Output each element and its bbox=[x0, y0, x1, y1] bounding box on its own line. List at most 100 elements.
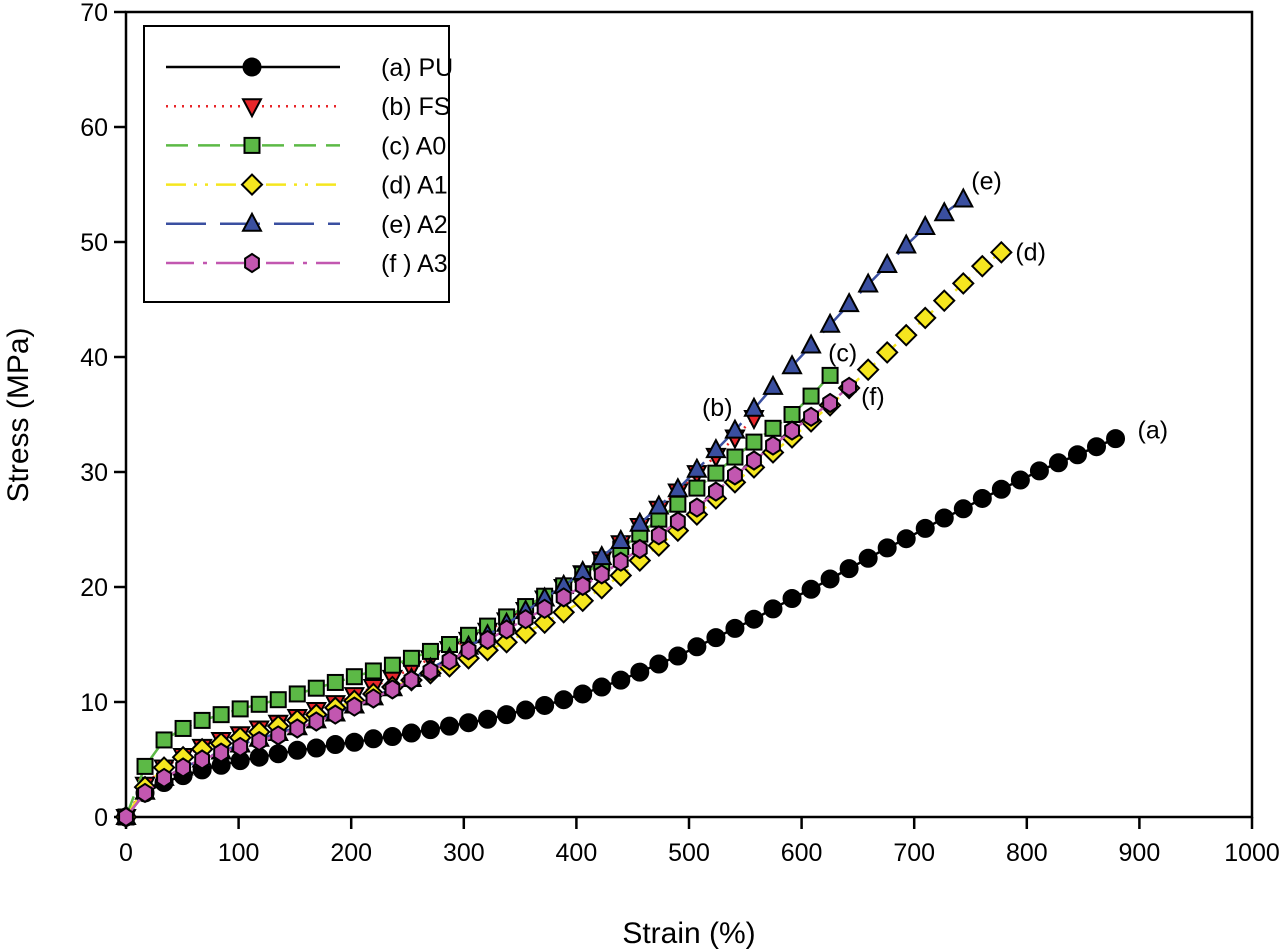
data-point bbox=[552, 600, 576, 624]
data-point bbox=[460, 640, 477, 661]
data-point bbox=[802, 387, 820, 405]
y-axis-ticks: 0 10 20 30 40 50 60 70 bbox=[80, 0, 126, 832]
data-point bbox=[327, 704, 344, 725]
data-point bbox=[668, 646, 688, 666]
data-point bbox=[989, 240, 1013, 264]
data-point bbox=[1106, 429, 1126, 449]
y-tick-label: 30 bbox=[80, 459, 108, 487]
x-tick-label: 200 bbox=[330, 839, 372, 867]
legend-label: (a) PU bbox=[381, 54, 453, 82]
data-point bbox=[287, 740, 307, 760]
data-point bbox=[669, 495, 687, 513]
data-point bbox=[650, 525, 667, 546]
data-point bbox=[175, 757, 191, 778]
data-point bbox=[932, 289, 956, 313]
data-point bbox=[498, 619, 515, 640]
data-point bbox=[610, 528, 632, 549]
series-annotation: (e) bbox=[971, 167, 1002, 195]
legend-marker-hexagon-icon bbox=[244, 252, 260, 274]
data-point bbox=[743, 396, 765, 417]
data-point bbox=[495, 630, 519, 654]
data-point bbox=[231, 700, 249, 718]
data-point bbox=[915, 518, 935, 538]
data-point bbox=[590, 576, 614, 600]
data-point bbox=[724, 418, 746, 439]
data-point bbox=[514, 621, 538, 645]
data-point bbox=[251, 730, 268, 752]
data-point bbox=[687, 637, 707, 657]
data-point bbox=[422, 660, 439, 682]
data-point bbox=[307, 679, 325, 697]
series-a-pu bbox=[116, 429, 1126, 827]
data-point bbox=[705, 438, 727, 459]
data-point bbox=[439, 716, 459, 736]
data-point bbox=[875, 340, 899, 364]
data-point bbox=[763, 599, 783, 619]
data-point bbox=[420, 720, 440, 740]
legend-marker-triangle-up-icon bbox=[241, 211, 263, 232]
legend-label: (e) A2 bbox=[381, 211, 448, 239]
data-point bbox=[857, 272, 879, 293]
y-tick-label: 0 bbox=[94, 804, 108, 832]
data-point bbox=[1010, 470, 1030, 490]
data-point bbox=[970, 254, 994, 278]
x-tick-label: 500 bbox=[668, 839, 710, 867]
x-tick-label: 400 bbox=[556, 839, 598, 867]
data-point bbox=[688, 479, 706, 497]
data-point bbox=[858, 548, 878, 568]
data-point bbox=[895, 233, 917, 254]
data-point bbox=[648, 494, 670, 515]
data-point bbox=[725, 618, 745, 638]
data-point bbox=[689, 497, 705, 518]
x-tick-label: 0 bbox=[119, 839, 133, 867]
data-point bbox=[838, 291, 860, 313]
data-point bbox=[669, 511, 686, 532]
data-point bbox=[118, 806, 134, 828]
data-point bbox=[174, 719, 192, 737]
data-point bbox=[268, 744, 288, 764]
data-point bbox=[841, 376, 857, 398]
data-point bbox=[212, 706, 230, 724]
legend-item: (a) PU bbox=[166, 54, 453, 82]
series-annotation: (c) bbox=[828, 339, 857, 367]
data-point bbox=[156, 767, 172, 789]
x-tick-label: 800 bbox=[1006, 839, 1048, 867]
data-point bbox=[401, 723, 421, 743]
data-point bbox=[913, 306, 937, 330]
legend-label: (f ) A3 bbox=[381, 250, 448, 278]
legend-item: (d) A1 bbox=[166, 172, 448, 200]
data-point bbox=[517, 609, 534, 630]
legend-marker-triangle-down-icon bbox=[241, 98, 263, 119]
data-point bbox=[856, 358, 880, 382]
data-point bbox=[631, 538, 648, 560]
data-point bbox=[933, 201, 955, 222]
x-tick-label: 1000 bbox=[1224, 839, 1280, 867]
data-point bbox=[533, 611, 557, 635]
data-point bbox=[554, 690, 574, 710]
x-axis-title: Strain (%) bbox=[622, 917, 755, 950]
x-tick-label: 900 bbox=[1119, 839, 1161, 867]
x-tick-label: 300 bbox=[443, 839, 485, 867]
data-point bbox=[383, 656, 401, 674]
legend-label: (c) A0 bbox=[381, 132, 446, 160]
legend-label: (d) A1 bbox=[381, 172, 448, 200]
data-point bbox=[707, 464, 725, 482]
data-point bbox=[744, 609, 764, 629]
data-point bbox=[800, 333, 822, 354]
data-point bbox=[801, 579, 821, 599]
data-point bbox=[591, 544, 613, 566]
data-point bbox=[571, 589, 595, 613]
data-point bbox=[592, 677, 612, 697]
data-point bbox=[803, 406, 819, 427]
data-point bbox=[706, 628, 726, 648]
data-point bbox=[269, 691, 287, 709]
data-point bbox=[727, 465, 743, 486]
data-point bbox=[344, 732, 364, 752]
data-point bbox=[762, 374, 784, 395]
y-tick-label: 10 bbox=[80, 689, 108, 717]
data-point bbox=[478, 709, 498, 729]
data-point bbox=[232, 736, 249, 758]
y-tick-label: 60 bbox=[80, 114, 108, 142]
data-point bbox=[896, 529, 916, 549]
data-point bbox=[783, 406, 801, 423]
